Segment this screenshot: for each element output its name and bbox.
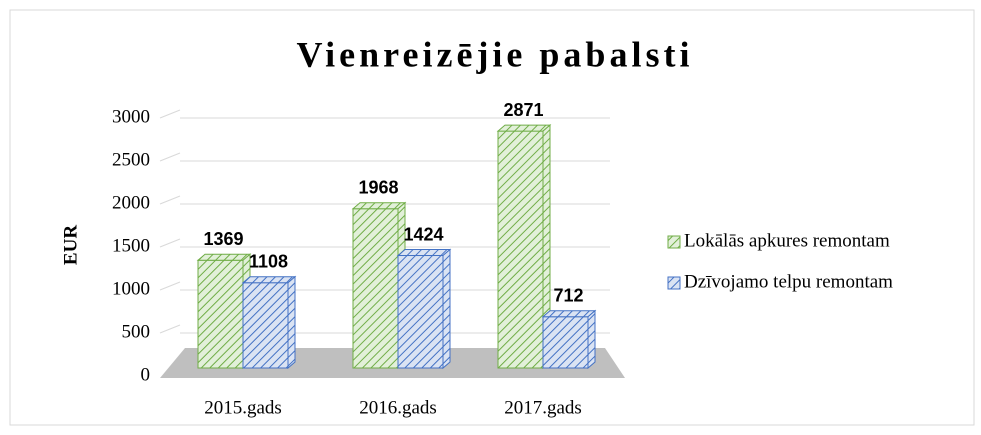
grid-line [159, 324, 181, 334]
bar-top [496, 124, 552, 132]
bar [497, 130, 544, 369]
chart-title: Vienreizējie pabalsti [297, 34, 694, 74]
y-tick-label: 500 [122, 321, 151, 342]
y-tick-label: 1500 [112, 235, 150, 256]
data-label: 1108 [249, 251, 288, 271]
x-tick-label: 2016.gads [359, 397, 437, 418]
grid-line [159, 195, 181, 205]
legend-swatch [667, 276, 681, 290]
y-tick-label: 3000 [112, 106, 150, 127]
legend-label: Dzīvojamo telpu remontam [684, 271, 893, 292]
data-label: 2871 [503, 100, 543, 120]
y-axis-title: EUR [60, 225, 81, 265]
x-tick-label: 2015.gads [204, 397, 282, 418]
legend-label: Lokālās apkures remontam [684, 230, 890, 251]
bar [542, 316, 589, 369]
data-label: 1424 [403, 224, 443, 244]
x-tick-label: 2017.gads [504, 397, 582, 418]
bar-side [442, 248, 451, 370]
bar-side [287, 275, 296, 370]
bar-top [241, 276, 297, 284]
grid-line [159, 238, 181, 248]
bar-top [396, 249, 452, 257]
y-tick-label: 2000 [112, 192, 150, 213]
bar [242, 282, 289, 369]
bar [397, 255, 444, 369]
grid-line [159, 281, 181, 291]
bar-top [541, 310, 597, 318]
grid-line [159, 109, 181, 119]
bar-top [196, 253, 252, 261]
grid-line [159, 152, 181, 162]
y-tick-label: 1000 [112, 278, 150, 299]
data-label: 1369 [203, 229, 243, 249]
bar-top [351, 202, 407, 210]
data-label: 712 [553, 286, 583, 306]
y-tick-label: 0 [141, 364, 151, 385]
legend-swatch [667, 235, 681, 249]
bar [197, 259, 244, 369]
data-label: 1968 [358, 178, 398, 198]
bar-side [587, 309, 596, 370]
bar [352, 208, 399, 369]
y-tick-label: 2500 [112, 149, 150, 170]
